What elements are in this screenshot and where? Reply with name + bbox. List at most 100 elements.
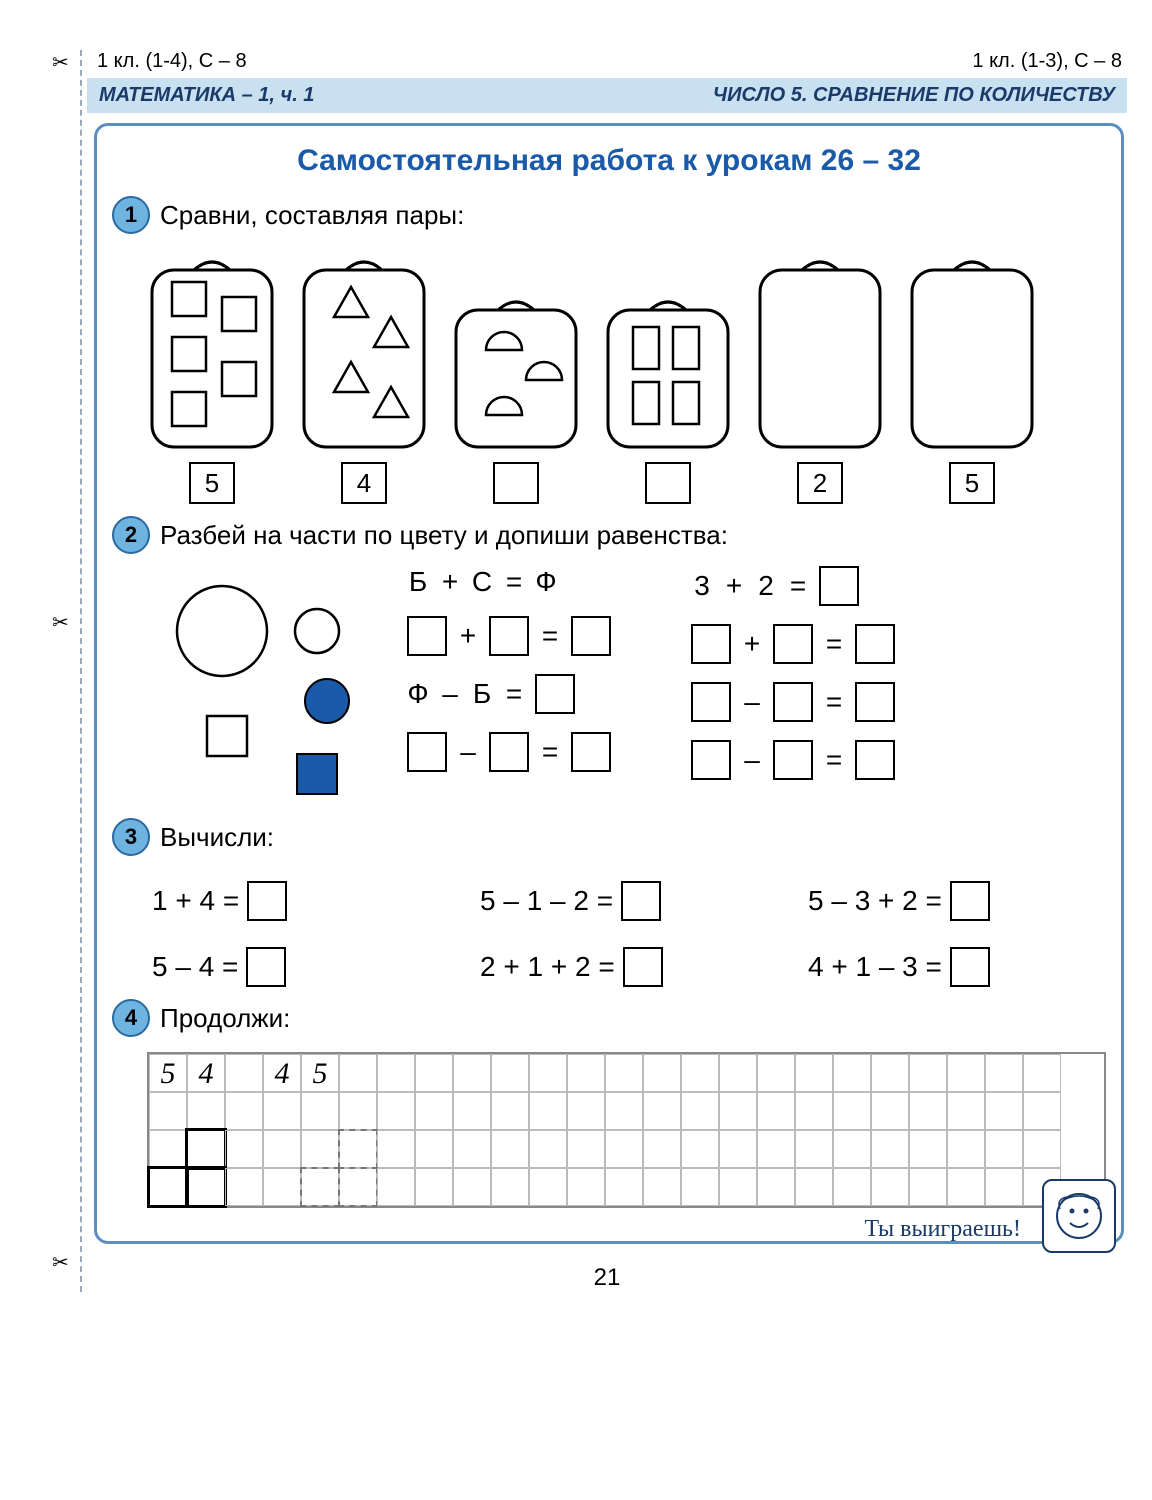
answer-box[interactable] [247,881,287,921]
bag-icon [147,252,277,452]
answer-box[interactable] [691,624,731,664]
grid-cell [301,1168,339,1206]
bag-column: 4 [299,249,429,504]
answer-box[interactable] [246,947,286,987]
equations-col-b: 3+2=+=–=–= [691,566,895,780]
grid-cell [529,1130,567,1168]
equation-token: + [741,628,763,660]
grid-cell [225,1130,263,1168]
count-box[interactable]: 2 [797,462,843,504]
calc-item: 5 – 1 – 2 = [480,881,778,921]
count-box[interactable] [645,462,691,504]
answer-box[interactable] [621,881,661,921]
grid-cell [681,1130,719,1168]
grid-cell: 5 [301,1054,339,1092]
count-box[interactable]: 5 [949,462,995,504]
grid-cell [909,1168,947,1206]
top-left-label: 1 кл. (1-4), С – 8 [97,50,247,73]
answer-box[interactable] [773,740,813,780]
count-box[interactable]: 4 [341,462,387,504]
grid-cell [985,1054,1023,1092]
equation-token: = [539,736,561,768]
grid-cell [453,1130,491,1168]
grid-cell [985,1092,1023,1130]
calc-item: 5 – 3 + 2 = [808,881,1106,921]
answer-box[interactable] [691,740,731,780]
shapes-box [152,566,382,806]
grid-cell [263,1130,301,1168]
equation-row: Ф–Б= [407,674,611,714]
equation-token: = [823,686,845,718]
grid-cell [529,1168,567,1206]
answer-box[interactable] [691,682,731,722]
equation-row: += [691,624,895,664]
equation-row: Б+С=Ф [407,566,611,598]
count-box[interactable] [493,462,539,504]
grid-cell [149,1092,187,1130]
grid-cell [567,1092,605,1130]
grid-cell [909,1054,947,1092]
bag-icon [603,292,733,452]
grid-cell [491,1092,529,1130]
grid-cell [871,1092,909,1130]
grid-cell [415,1168,453,1206]
grid-cell [643,1130,681,1168]
grid-cell [947,1168,985,1206]
grid-cell [757,1130,795,1168]
bag-icon [451,292,581,452]
answer-box[interactable] [407,732,447,772]
equation-row: 3+2= [691,566,895,606]
equation-token: 3 [691,570,713,602]
task-3: 3 Вычисли: 1 + 4 =5 – 1 – 2 =5 – 3 + 2 =… [112,818,1106,987]
task-text: Разбей на части по цвету и допиши равенс… [160,520,728,551]
answer-box[interactable] [773,624,813,664]
grid-cell [719,1092,757,1130]
answer-box[interactable] [407,616,447,656]
grid-cell [757,1092,795,1130]
grid-cell [377,1054,415,1092]
grid-cell [415,1054,453,1092]
bag-column [451,249,581,504]
answer-box[interactable] [819,566,859,606]
header-band: МАТЕМАТИКА – 1, ч. 1 ЧИСЛО 5. СРАВНЕНИЕ … [87,78,1127,113]
task-2: 2 Разбей на части по цвету и допиши раве… [112,516,1106,806]
grid-cell [301,1092,339,1130]
grid-cell [225,1054,263,1092]
answer-box[interactable] [489,616,529,656]
answer-box[interactable] [773,682,813,722]
grid-cell [795,1054,833,1092]
answer-box[interactable] [489,732,529,772]
main-title: Самостоятельная работа к урокам 26 – 32 [112,144,1106,178]
grid-cell [377,1168,415,1206]
grid-cell [795,1092,833,1130]
bag-column: 5 [147,249,277,504]
equation-token: – [741,686,763,718]
answer-box[interactable] [571,732,611,772]
grid-cell [605,1054,643,1092]
answer-box[interactable] [623,947,663,987]
win-text: Ты выиграешь! [865,1216,1021,1243]
grid-cell: 4 [263,1054,301,1092]
answer-box[interactable] [950,881,990,921]
answer-box[interactable] [950,947,990,987]
grid-cell [833,1168,871,1206]
grid-cell [453,1168,491,1206]
task-text: Продолжи: [160,1003,290,1034]
grid-cell [909,1092,947,1130]
grid-cell [567,1054,605,1092]
equation-token: = [823,628,845,660]
grid-cell [263,1092,301,1130]
answer-box[interactable] [855,624,895,664]
answer-box[interactable] [855,682,895,722]
answer-box[interactable] [571,616,611,656]
calc-item: 4 + 1 – 3 = [808,947,1106,987]
answer-box[interactable] [535,674,575,714]
answer-box[interactable] [855,740,895,780]
grid-cell [339,1092,377,1130]
grid-cell [1023,1092,1061,1130]
grid-cell [225,1092,263,1130]
bag-icon [299,252,429,452]
grid-cell [643,1168,681,1206]
bag-column: 5 [907,249,1037,504]
count-box[interactable]: 5 [189,462,235,504]
